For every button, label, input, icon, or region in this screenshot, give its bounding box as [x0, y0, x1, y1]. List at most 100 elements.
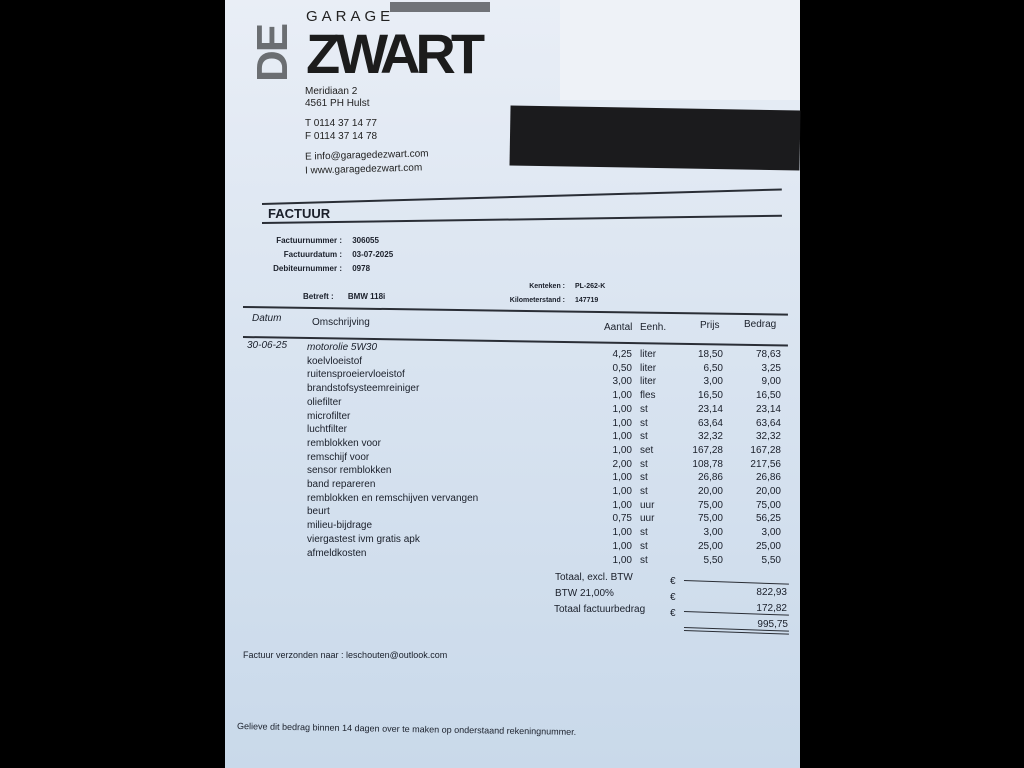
price: 167,28: [692, 444, 723, 456]
unit: st: [640, 527, 648, 539]
betreft-label: Betreft :: [303, 292, 334, 301]
description-text: microfilter: [307, 410, 351, 422]
unit: fles: [640, 390, 656, 402]
quantity: 1,00: [612, 527, 632, 539]
amount: 78,63: [755, 349, 781, 360]
quantity: 1,00: [612, 540, 632, 552]
grand-total-label: Totaal factuurbedrag: [554, 604, 646, 615]
header-datum: Datum: [252, 313, 282, 324]
quantity: 1,00: [612, 417, 632, 429]
header-bedrag: Bedrag: [744, 319, 777, 330]
price: 16,50: [697, 390, 723, 402]
description-text: remschijf voor: [307, 451, 370, 463]
price: 75,00: [697, 513, 723, 525]
meta-debtor-number: Debiteurnummer : 0978: [250, 264, 370, 273]
betreft: Betreft : BMW 118i: [303, 292, 385, 301]
price: 20,00: [697, 486, 723, 497]
amount: 56,25: [755, 513, 781, 525]
fax: F 0114 37 14 78: [305, 131, 378, 142]
vat-label: BTW 21,00%: [555, 588, 614, 599]
km-value: 147719: [574, 297, 599, 304]
price: 26,86: [697, 472, 723, 484]
description-text: beurt: [307, 506, 330, 518]
unit: uur: [640, 499, 655, 511]
betreft-value: BMW 118i: [347, 292, 386, 301]
amount: 3,00: [761, 527, 781, 539]
vat-value: 172,82: [756, 603, 787, 614]
kilometerstand: Kilometerstand : 147719: [480, 297, 599, 304]
quantity: 1,00: [612, 554, 632, 566]
amount: 9,00: [761, 376, 781, 388]
meta-value: 0978: [352, 264, 371, 273]
quantity: 1,00: [612, 472, 632, 484]
amount: 167,28: [750, 444, 781, 456]
description-text: band repareren: [307, 479, 376, 490]
meta-label: Factuurdatum :: [283, 250, 342, 259]
unit: st: [640, 417, 648, 429]
description-text: luchtfilter: [307, 424, 348, 436]
currency: €: [670, 592, 676, 603]
description-text: afmeldkosten: [307, 547, 367, 559]
description-text: ruitensproeiervloeistof: [307, 369, 405, 381]
unit: uur: [640, 513, 655, 525]
amount: 23,14: [755, 403, 781, 415]
price: 63,64: [697, 417, 723, 429]
price: 25,00: [697, 540, 723, 552]
meta-invoice-number: Factuurnummer : 306055: [250, 236, 379, 245]
amount: 217,56: [750, 458, 781, 470]
price: 32,32: [697, 431, 723, 443]
amount: 16,50: [755, 390, 781, 402]
sent-to: Factuur verzonden naar : leschouten@outl…: [243, 650, 448, 660]
description-text: koelvloeistof: [307, 355, 363, 367]
quantity: 2,00: [612, 458, 632, 470]
unit: set: [640, 444, 654, 456]
quantity: 0,50: [612, 362, 632, 374]
price: 3,00: [703, 376, 723, 388]
quantity: 4,25: [612, 349, 632, 360]
header-omschrijving: Omschrijving: [312, 317, 370, 328]
company-logo: DE GARAGE ZWART: [248, 2, 490, 85]
quantity: 1,00: [612, 390, 632, 402]
kenteken-value: PL-262-K: [574, 283, 606, 290]
meta-invoice-date: Factuurdatum : 03-07-2025: [250, 250, 393, 259]
logo-de: DE: [248, 24, 297, 82]
description-text: brandstofsysteemreiniger: [307, 383, 420, 395]
description-text: sensor remblokken: [307, 465, 392, 477]
header-eenh: Eenh.: [640, 322, 667, 333]
amount: 75,00: [755, 499, 781, 511]
logo-bar: [390, 2, 490, 12]
unit: liter: [640, 376, 657, 388]
price: 108,78: [692, 458, 723, 470]
unit: liter: [640, 362, 657, 374]
price: 5,50: [703, 554, 723, 566]
envelope-window-redaction: [509, 105, 801, 171]
grand-total-value: 995,75: [757, 619, 788, 630]
quantity: 1,00: [612, 444, 632, 456]
description-text: remblokken en remschijven vervangen: [307, 492, 479, 504]
price: 18,50: [697, 349, 723, 360]
description-text: remblokken voor: [307, 437, 381, 449]
amount: 5,50: [761, 554, 781, 566]
meta-label: Debiteurnummer :: [273, 264, 342, 273]
unit: st: [640, 472, 648, 484]
header-aantal: Aantal: [604, 322, 633, 333]
address-street: Meridiaan 2: [305, 86, 358, 97]
quantity: 1,00: [612, 403, 632, 415]
meta-label: Factuurnummer :: [276, 236, 342, 245]
km-label: Kilometerstand :: [509, 297, 565, 304]
quantity: 0,75: [612, 513, 632, 525]
quantity: 3,00: [612, 376, 632, 388]
amount: 63,64: [755, 417, 781, 429]
currency: €: [670, 576, 676, 587]
logo-zwart: ZWART: [306, 22, 485, 85]
unit: st: [640, 458, 648, 470]
price: 3,00: [703, 527, 723, 539]
price: 75,00: [697, 499, 723, 511]
amount: 32,32: [755, 431, 781, 443]
unit: st: [640, 431, 648, 443]
currency: €: [670, 608, 676, 619]
description-text: oliefilter: [307, 396, 342, 408]
amount: 25,00: [755, 540, 781, 552]
logo-garage: GARAGE: [306, 8, 395, 25]
quantity: 1,00: [612, 431, 632, 443]
